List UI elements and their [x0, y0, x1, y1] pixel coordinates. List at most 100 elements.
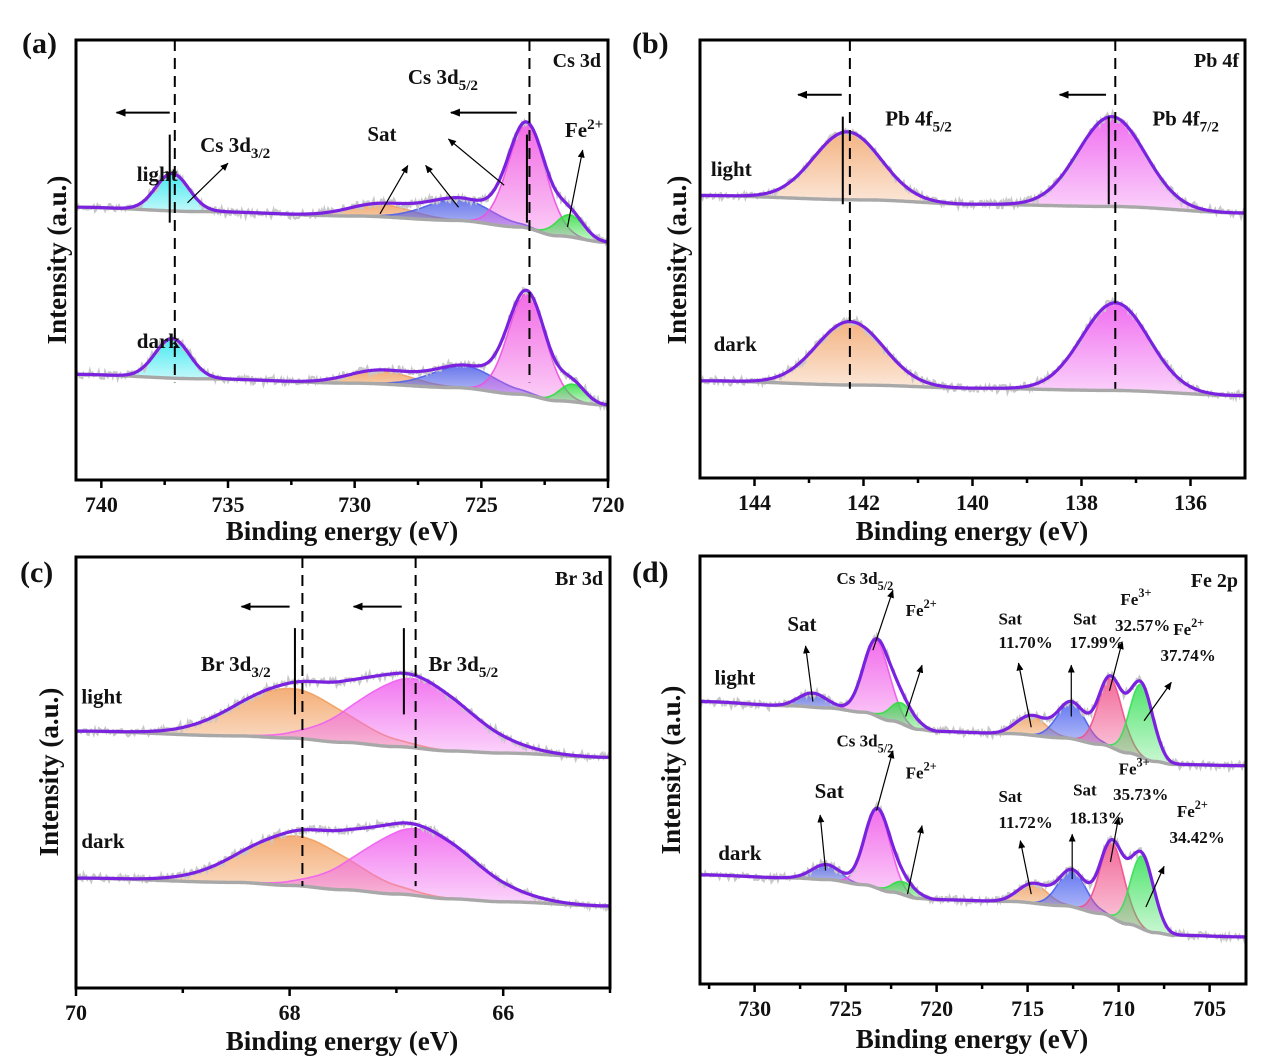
x-tick-label: 740 [85, 492, 118, 517]
annotation-pointer-arrow [1018, 840, 1032, 895]
annotation-pointer-arrow [566, 149, 585, 228]
x-tick-label: 138 [1065, 490, 1098, 515]
annotation-pointer-arrow [187, 162, 229, 204]
fit-envelope-line [76, 120, 608, 244]
x-tick-label: 66 [492, 1000, 514, 1025]
component-fill [700, 321, 1024, 389]
y-axis-title: Intensity (a.u.) [34, 688, 64, 857]
component-fill [212, 370, 548, 400]
peak-annotation: Sat [1073, 609, 1097, 628]
peak-annotation: Sat [787, 612, 816, 636]
component-fill [429, 293, 608, 406]
x-tick-label: 70 [65, 1000, 87, 1025]
annotation-pointer-arrow [872, 589, 894, 651]
fit-envelope-line [76, 671, 610, 759]
y-axis-title: Intensity (a.u.) [42, 176, 72, 345]
peak-annotation: 37.74% [1160, 646, 1215, 665]
fit-envelope-line [700, 301, 1245, 398]
y-axis-title: Intensity (a.u.) [656, 686, 686, 855]
annotation-pointer-arrow [817, 814, 827, 871]
x-tick-label: 68 [279, 1000, 301, 1025]
x-tick-label: 720 [920, 996, 953, 1021]
fit-envelope-line [76, 821, 610, 908]
peak-annotation: Cs 3d3/2 [200, 133, 270, 162]
component-fill [137, 828, 610, 907]
fit-envelope-line [700, 637, 1246, 768]
component-fill [86, 173, 259, 213]
spectrum-label: light [81, 685, 122, 709]
x-tick-label: 710 [1102, 996, 1135, 1021]
panel-label: (d) [632, 556, 669, 589]
annotation-pointer-arrow [1145, 865, 1165, 908]
plot-frame [74, 555, 612, 990]
spectrum-label: dark [718, 841, 762, 865]
background-line [76, 729, 610, 760]
spectrum-label: dark [81, 829, 125, 853]
core-level-title: Fe 2p [1191, 570, 1238, 592]
peak-annotation: 32.57% [1115, 616, 1170, 635]
x-tick-label: 140 [956, 490, 989, 515]
peak-annotation: Sat [998, 609, 1022, 628]
plot-area [76, 668, 610, 913]
component-fill [811, 809, 944, 900]
component-fill [130, 678, 610, 758]
x-tick-label: 730 [338, 492, 371, 517]
spectrum-dark [76, 818, 610, 913]
annotation-pointer-arrow [425, 165, 460, 208]
peak-annotation: 11.70% [998, 633, 1052, 652]
annotation-pointer-arrow [875, 750, 895, 811]
background-line [76, 372, 608, 407]
plot-area [700, 631, 1246, 945]
panel-label: (b) [632, 27, 669, 60]
component-fill [942, 302, 1245, 396]
x-axis-title: Binding energy (eV) [226, 1026, 459, 1056]
peak-annotation: Cs 3d5/2 [408, 65, 478, 94]
peak-annotation: Cs 3d5/2 [837, 569, 894, 593]
spectrum-light [76, 668, 610, 764]
annotation-pointer-arrow [906, 825, 924, 895]
spectrum-label: light [711, 157, 752, 181]
spectrum-label: dark [137, 329, 181, 353]
spectrum-dark [76, 286, 608, 412]
component-fill [1000, 702, 1144, 759]
component-fill [212, 204, 548, 235]
peak-annotation: Fe2+ [906, 760, 937, 783]
x-tick-label: 725 [829, 996, 862, 1021]
x-tick-label: 715 [1011, 996, 1044, 1021]
x-tick-label: 705 [1193, 996, 1226, 1021]
x-tick-label: 144 [738, 490, 771, 515]
x-tick-label: 136 [1174, 490, 1207, 515]
component-fill [1082, 684, 1201, 765]
peak-annotation: Fe3+ [1120, 586, 1151, 609]
panel-label: (c) [20, 556, 53, 589]
x-tick-label: 142 [847, 490, 880, 515]
component-fill [506, 384, 608, 406]
peak-annotation: Pb 4f5/2 [885, 106, 952, 135]
x-axis-title: Binding energy (eV) [226, 516, 459, 546]
panel-a: (a) Intensity (a.u.) Binding energy (eV)… [22, 27, 625, 546]
panel-c: (c) Intensity (a.u.) Binding energy (eV)… [20, 555, 612, 1056]
spectrum-dark [700, 296, 1245, 403]
fit-envelope-line [700, 115, 1245, 215]
component-fill [1048, 678, 1172, 765]
annotation-pointer-arrow [1016, 662, 1032, 728]
x-axis-title: Binding energy (eV) [856, 516, 1089, 546]
component-fill [1051, 842, 1174, 936]
annotation-pointer-arrow [1143, 681, 1172, 722]
spectrum-label: dark [714, 332, 758, 356]
peak-annotation: Sat [367, 122, 396, 146]
peak-annotation: 17.99% [1069, 633, 1124, 652]
annotation-pointer-arrow [803, 645, 814, 702]
x-tick-label: 735 [212, 492, 245, 517]
component-fill [83, 338, 261, 381]
peak-annotation: Fe2+ [906, 597, 937, 620]
core-level-title: Br 3d [555, 568, 603, 590]
background-line [76, 876, 610, 908]
spectrum-label: light [137, 162, 178, 186]
peak-annotation: Br 3d5/2 [428, 652, 498, 681]
component-fill [844, 881, 964, 901]
peak-annotation: Br 3d3/2 [201, 652, 271, 681]
component-fill [76, 835, 576, 906]
panel-b: (b) Intensity (a.u.) Binding energy (eV)… [632, 27, 1247, 546]
